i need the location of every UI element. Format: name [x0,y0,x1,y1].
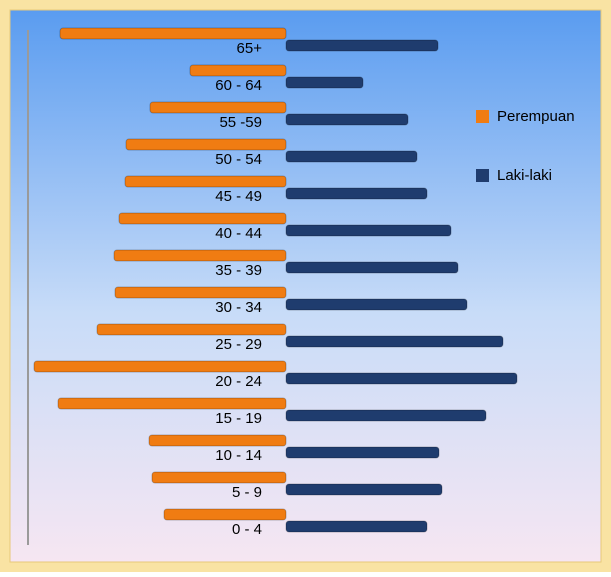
bar [285,335,504,348]
category-label: 5 - 9 [232,484,262,501]
category-label: 45 - 49 [215,188,262,205]
bar [57,397,287,410]
legend-swatch [476,110,489,123]
bar [285,224,452,237]
bar [114,286,287,299]
category-label: 55 -59 [219,114,262,131]
legend-label: Laki-laki [497,167,552,184]
bar [285,187,428,200]
bar [285,113,409,126]
bar [285,76,364,89]
bar [59,27,287,40]
bar [285,39,439,52]
bar [124,175,287,188]
plot-area [9,9,602,563]
category-label: 40 - 44 [215,225,262,242]
category-label: 50 - 54 [215,151,262,168]
bar [285,520,428,533]
bar [149,101,287,114]
bar [285,372,518,385]
bar [151,471,287,484]
bar [33,360,287,373]
category-label: 10 - 14 [215,447,262,464]
category-label: 20 - 24 [215,373,262,390]
bar [285,446,440,459]
category-label: 25 - 29 [215,336,262,353]
category-label: 0 - 4 [232,521,262,538]
bar [118,212,287,225]
category-label: 65+ [237,40,263,57]
bar [189,64,287,77]
legend-label: Perempuan [497,108,575,125]
bar [285,261,459,274]
bar [125,138,287,151]
bar [113,249,287,262]
category-label: 30 - 34 [215,299,262,316]
bar [96,323,287,336]
bar [285,483,443,496]
legend-swatch [476,169,489,182]
bar [285,409,487,422]
category-label: 15 - 19 [215,410,262,427]
category-label: 60 - 64 [215,77,262,94]
bar [285,298,468,311]
bar [148,434,287,447]
bar [285,150,418,163]
bar [163,508,287,521]
category-label: 35 - 39 [215,262,262,279]
